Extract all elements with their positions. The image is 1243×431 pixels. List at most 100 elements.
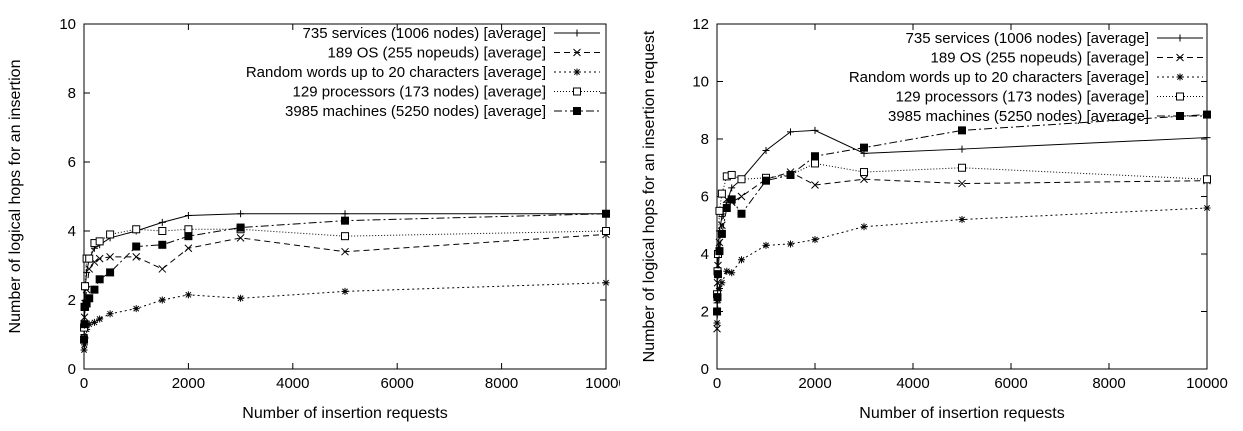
data-point (1203, 134, 1211, 142)
y-tick-label: 4 (68, 223, 76, 240)
x-tick-label: 10000 (585, 375, 620, 392)
data-point (713, 270, 722, 279)
y-tick-label: 6 (68, 154, 76, 171)
data-point (715, 238, 724, 247)
data-point (132, 253, 141, 261)
series-line (716, 171, 1208, 329)
series-line (716, 162, 1208, 295)
legend-label: 129 processors (173 nodes) [average] (293, 84, 546, 101)
data-point (158, 218, 166, 226)
x-tick-label: 0 (80, 375, 88, 392)
legend-marker (1176, 92, 1184, 101)
data-point (722, 204, 731, 212)
data-point (1203, 204, 1211, 212)
legend-entry-3: Random words up to 20 characters [averag… (246, 64, 600, 81)
x-tick-label: 8000 (485, 375, 518, 392)
x-tick-label: 4000 (896, 375, 929, 392)
data-point (811, 236, 819, 244)
data-point (85, 265, 94, 273)
data-point (860, 143, 868, 152)
legend-marker (1176, 34, 1184, 42)
data-point (787, 240, 794, 248)
data-point (718, 221, 726, 230)
data-point (132, 225, 141, 234)
series-2 (713, 168, 1211, 333)
y-axis-label: Number of logical hops for an insertion … (641, 30, 658, 362)
data-point (85, 294, 94, 303)
legend-marker (1176, 73, 1184, 81)
y-tick-label: 12 (692, 16, 709, 33)
legend-entry-1: 735 services (1006 nodes) [average] (906, 30, 1203, 47)
legend-label: 3985 machines (5250 nodes) [average] (285, 103, 546, 120)
data-point (602, 227, 610, 235)
legend-label: 3985 machines (5250 nodes) [average] (888, 108, 1149, 125)
data-point (1203, 175, 1211, 184)
legend-marker (573, 48, 581, 57)
data-point (132, 242, 141, 251)
y-tick-label: 2 (701, 304, 709, 321)
data-point (184, 291, 192, 299)
data-point (713, 293, 722, 302)
x-tick-label: 4000 (276, 375, 309, 392)
chart-right-svg: 0 2000 4000 6000 8000 10000 0 2 4 6 8 10 12 735 serv… (641, 16, 1228, 422)
data-point (811, 126, 819, 134)
legend: 735 services (1006 nodes) [average] 189 O… (246, 25, 600, 120)
data-point (860, 175, 868, 184)
legend-label: Random words up to 20 characters [averag… (246, 64, 546, 81)
legend-label: 189 OS (255 nopeuds) [average] (931, 50, 1149, 67)
data-point (341, 247, 349, 256)
y-tick-label: 8 (701, 131, 709, 148)
legend-entry-2: 189 OS (255 nopeuds) [average] (328, 45, 600, 62)
y-axis-label: Number of logical hops for an insertion (7, 60, 24, 334)
data-point (96, 315, 104, 323)
x-axis-label: Number of insertion requests (242, 405, 447, 422)
data-point (237, 210, 245, 218)
legend-label: Random words up to 20 characters [averag… (849, 69, 1149, 86)
legend-marker (573, 87, 581, 96)
x-axis-label: Number of insertion requests (859, 405, 1064, 422)
data-point (958, 179, 966, 188)
legend-entry-2: 189 OS (255 nopeuds) [average] (931, 50, 1203, 67)
data-point (715, 206, 724, 215)
data-point (717, 229, 726, 238)
data-point (737, 175, 746, 184)
data-point (158, 240, 167, 249)
data-point (811, 152, 819, 161)
data-point (713, 307, 722, 316)
data-point (237, 294, 245, 302)
legend-label: 735 services (1006 nodes) [average] (906, 30, 1149, 47)
data-point (958, 216, 966, 223)
series-layer (713, 110, 1211, 333)
data-point (90, 285, 99, 294)
data-point (737, 192, 746, 201)
x-tick-label: 8000 (1092, 375, 1125, 392)
legend-label: 189 OS (255 nopeuds) [average] (328, 45, 546, 62)
legend-entry-3: Random words up to 20 characters [averag… (849, 69, 1203, 86)
legend-entry-5: 3985 machines (5250 nodes) [average] (888, 108, 1203, 125)
data-point (236, 234, 245, 242)
y-tick-label: 2 (68, 292, 76, 309)
data-point (106, 253, 114, 261)
y-tick-label: 0 (701, 361, 709, 378)
data-point (811, 181, 819, 189)
data-point (81, 282, 90, 291)
data-point (787, 128, 794, 136)
data-point (81, 341, 89, 349)
data-point (958, 126, 966, 135)
data-point (95, 254, 104, 263)
data-point (80, 346, 88, 354)
chart-left: 0 2000 4000 6000 8000 10000 0 2 4 6 8 10 735 servic… (0, 0, 627, 426)
legend-marker (573, 29, 581, 37)
legend-marker (1176, 112, 1184, 120)
series-line (716, 114, 1208, 312)
data-point (728, 269, 736, 277)
legend-entry-4: 129 processors (173 nodes) [average] (293, 84, 600, 101)
y-tick-label: 8 (68, 85, 76, 102)
data-point (602, 279, 610, 287)
data-point (184, 232, 193, 241)
data-point (184, 225, 193, 234)
legend-label: 735 services (1006 nodes) [average] (303, 25, 546, 42)
legend-entry-4: 129 processors (173 nodes) [average] (896, 89, 1203, 106)
legend: 735 services (1006 nodes) [average] 189 O… (849, 30, 1203, 125)
data-point (958, 163, 966, 172)
